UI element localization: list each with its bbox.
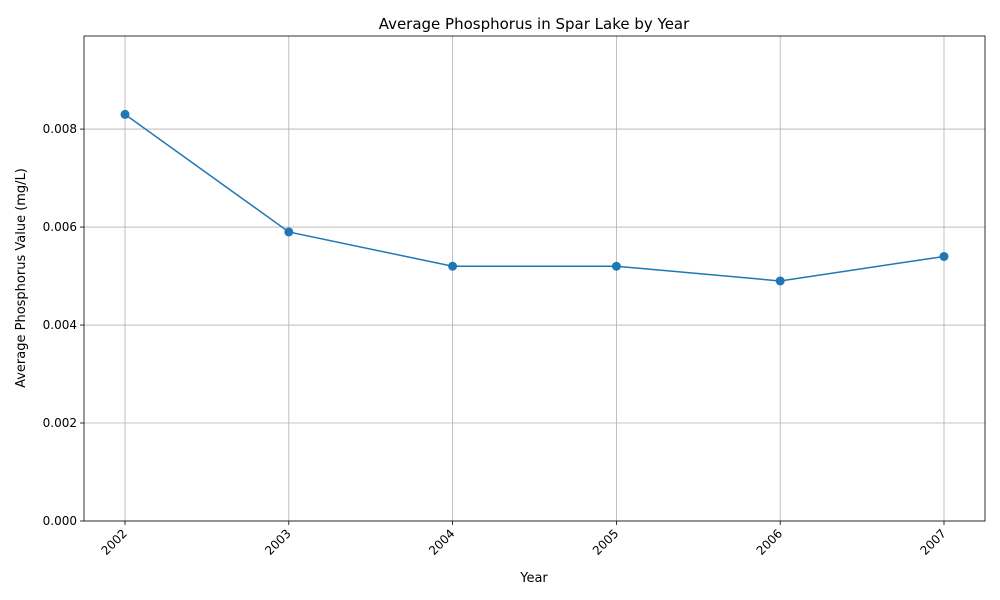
x-tick-label: 2002 bbox=[98, 526, 129, 557]
plot-area bbox=[83, 35, 986, 522]
series-line bbox=[124, 113, 945, 282]
y-tick-label: 0.006 bbox=[43, 220, 77, 234]
data-point bbox=[120, 109, 130, 119]
x-tick-label: 2005 bbox=[590, 526, 621, 557]
grid bbox=[84, 36, 985, 522]
x-tick-label: 2003 bbox=[262, 526, 293, 557]
x-tick-label: 2007 bbox=[917, 526, 948, 557]
x-tick-label: 2004 bbox=[426, 526, 457, 557]
data-point bbox=[775, 276, 785, 286]
data-point bbox=[611, 261, 621, 271]
y-tick-label: 0.002 bbox=[43, 416, 77, 430]
x-tick-label: 2006 bbox=[754, 526, 785, 557]
y-tick-label: 0.008 bbox=[43, 122, 77, 136]
y-tick-label: 0.004 bbox=[43, 318, 77, 332]
data-point bbox=[939, 251, 949, 261]
y-tick-label: 0.000 bbox=[43, 514, 77, 528]
axis-ticks: 2002 2003 2004 2005 2006 2007 0.000 0.002 0.004 0… bbox=[43, 122, 949, 558]
x-axis-label: Year bbox=[519, 571, 548, 586]
data-point bbox=[284, 227, 294, 237]
chart-title: Average Phosphorus in Spar Lake by Year bbox=[379, 15, 690, 33]
y-axis-label: Average Phosphorus Value (mg/L) bbox=[14, 168, 29, 388]
data-point bbox=[448, 261, 458, 271]
data-points bbox=[120, 109, 949, 286]
